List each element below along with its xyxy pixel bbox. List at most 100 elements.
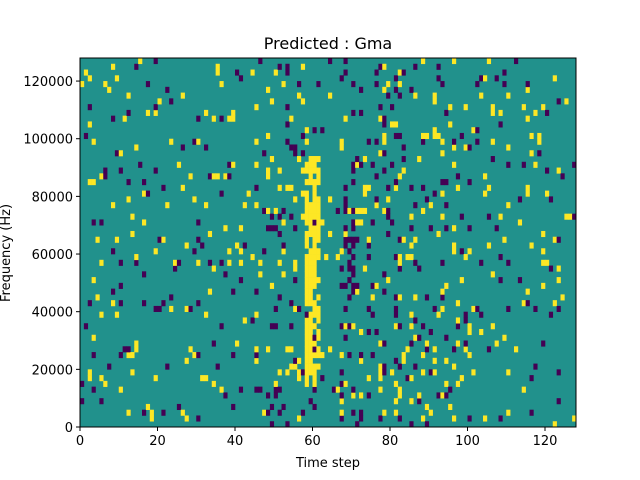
heatmap-cell <box>498 109 503 116</box>
heatmap-cell <box>328 346 333 353</box>
heatmap-cell <box>424 421 430 428</box>
heatmap-cell <box>223 392 228 399</box>
heatmap-cell <box>397 236 402 243</box>
heatmap-cell <box>304 271 309 278</box>
heatmap-cell <box>269 213 275 220</box>
heatmap-cell <box>308 398 313 405</box>
heatmap-cell <box>312 323 317 330</box>
heatmap-cell <box>312 340 317 347</box>
heatmap-cell <box>289 323 294 330</box>
heatmap-cell <box>145 109 151 116</box>
heatmap-cell <box>409 225 414 232</box>
heatmap-cell <box>266 409 271 416</box>
heatmap-cell <box>223 271 228 278</box>
heatmap-cell <box>277 259 282 266</box>
heatmap-cell <box>204 311 209 318</box>
heatmap-cell <box>455 173 461 180</box>
y-axis-label: Frequency (Hz) <box>0 204 14 302</box>
heatmap-cell <box>238 248 244 255</box>
heatmap-cell <box>99 219 104 226</box>
heatmap-cell <box>471 369 476 376</box>
heatmap-cell <box>134 63 139 70</box>
heatmap-cell <box>165 202 170 209</box>
heatmap-cell <box>142 179 147 186</box>
heatmap-cell <box>541 230 546 238</box>
heatmap-cell <box>180 144 185 151</box>
heatmap-cell <box>304 219 309 226</box>
heatmap-cell <box>374 328 379 336</box>
heatmap-cell <box>188 305 193 312</box>
heatmap-cell <box>448 104 453 111</box>
heatmap-cell <box>421 132 426 140</box>
heatmap-cell <box>269 282 275 289</box>
heatmap-cell <box>343 242 348 249</box>
heatmap-cell <box>374 282 379 289</box>
heatmap-cell <box>537 138 542 145</box>
heatmap-cell <box>351 207 356 214</box>
heatmap-cell <box>355 156 360 163</box>
heatmap-cell <box>312 156 317 163</box>
heatmap-cell <box>289 144 294 151</box>
heatmap-cell <box>281 403 286 411</box>
heatmap-cell <box>397 386 402 393</box>
heatmap-cell <box>486 346 492 353</box>
heatmap-cell <box>269 98 275 105</box>
heatmap-cell <box>184 357 189 364</box>
heatmap-cell <box>378 115 383 122</box>
heatmap-cell <box>541 282 546 289</box>
heatmap-cell <box>459 375 464 382</box>
heatmap-cell <box>153 248 158 255</box>
heatmap-cell <box>362 190 368 197</box>
heatmap-cell <box>184 242 189 249</box>
heatmap-cell <box>293 363 298 370</box>
heatmap-cell <box>506 92 511 99</box>
heatmap-cell <box>366 242 371 249</box>
heatmap-cell <box>463 346 468 353</box>
heatmap-cell <box>304 236 309 243</box>
heatmap-cell <box>339 409 344 416</box>
heatmap-cell <box>281 219 286 226</box>
heatmap-cell <box>347 248 352 255</box>
heatmap-cell <box>359 415 364 422</box>
heatmap-cell <box>254 386 259 393</box>
heatmap-cell <box>537 150 542 157</box>
heatmap-cell <box>258 259 263 266</box>
heatmap-cell <box>455 317 461 324</box>
heatmap-cell <box>339 75 344 82</box>
heatmap-cell <box>560 173 565 180</box>
heatmap-cell <box>556 265 561 272</box>
heatmap-cell <box>409 340 414 347</box>
heatmap-cell <box>545 109 550 116</box>
heatmap-cell <box>382 369 387 376</box>
heatmap-cell <box>502 334 507 341</box>
heatmap-cell <box>304 242 309 249</box>
heatmap-cell <box>436 63 441 70</box>
heatmap-cell <box>339 248 344 255</box>
heatmap-cell <box>316 248 321 255</box>
heatmap-cell <box>273 323 278 330</box>
heatmap-cell <box>192 138 197 145</box>
heatmap-cell <box>343 184 348 191</box>
heatmap-cell <box>541 259 546 266</box>
heatmap-cell <box>393 254 399 261</box>
heatmap-cell <box>80 380 85 387</box>
heatmap-cell <box>382 132 387 140</box>
heatmap-cell <box>130 369 135 376</box>
heatmap-cell <box>293 259 298 266</box>
heatmap-cell <box>335 386 340 393</box>
heatmap-cell <box>366 328 371 336</box>
heatmap-cell <box>304 179 309 186</box>
heatmap-cell <box>556 369 561 376</box>
heatmap-cell <box>347 207 352 214</box>
heatmap-cell <box>304 294 309 301</box>
heatmap-cell <box>417 156 422 163</box>
heatmap-cell <box>564 98 569 105</box>
heatmap-cell <box>227 115 232 122</box>
heatmap-cell <box>161 236 166 243</box>
heatmap-cell <box>521 161 526 168</box>
heatmap-cell <box>312 346 317 353</box>
heatmap-cell <box>219 81 224 88</box>
heatmap-cell <box>215 69 220 76</box>
heatmap-cell <box>378 104 383 111</box>
heatmap-cell <box>409 254 414 261</box>
